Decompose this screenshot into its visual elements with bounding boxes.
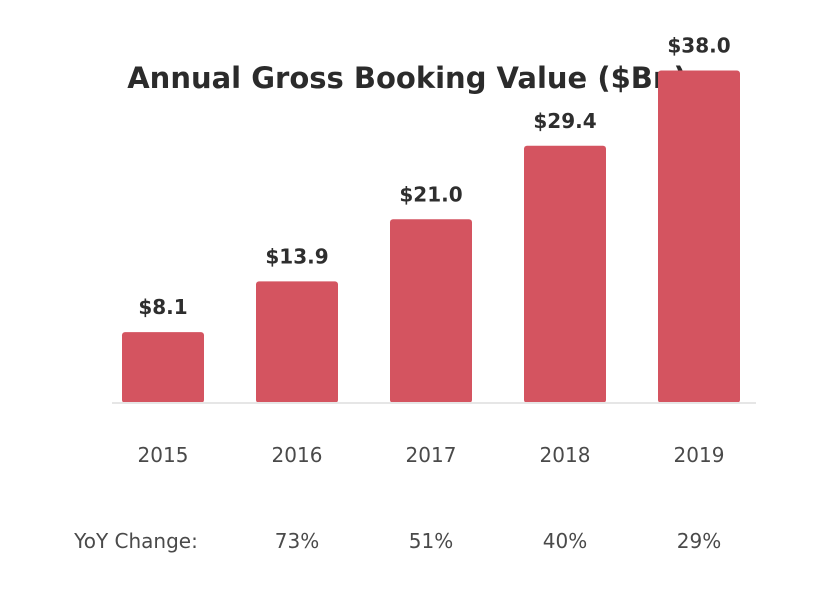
yoy-change-label: YoY Change: [73, 529, 198, 553]
data-label-2017: $21.0 [399, 182, 462, 206]
data-label-2016: $13.9 [265, 244, 328, 268]
chart-title: Annual Gross Booking Value ($Bn) [127, 61, 687, 95]
bars-layer [122, 70, 740, 403]
x-tick-label-2016: 2016 [272, 443, 323, 467]
data-label-2015: $8.1 [138, 295, 187, 319]
bar-2015 [122, 332, 204, 403]
yoy-values-layer: 73% 51% 40% 29% [275, 529, 721, 553]
x-tick-labels-layer: 2015 2016 2017 2018 2019 [138, 443, 725, 467]
bar-2018 [524, 145, 606, 403]
data-label-2019: $38.0 [667, 34, 730, 58]
bar-2016 [256, 281, 338, 403]
yoy-value-2016: 73% [275, 529, 319, 553]
data-labels-layer: $8.1 $13.9 $21.0 $29.4 $38.0 [138, 34, 730, 320]
bar-2017 [390, 219, 472, 403]
data-label-2018: $29.4 [533, 109, 596, 133]
x-tick-label-2017: 2017 [406, 443, 457, 467]
x-tick-label-2019: 2019 [674, 443, 725, 467]
x-tick-label-2015: 2015 [138, 443, 189, 467]
bar-2019 [658, 70, 740, 403]
x-tick-label-2018: 2018 [540, 443, 591, 467]
yoy-value-2017: 51% [409, 529, 453, 553]
yoy-value-2019: 29% [677, 529, 721, 553]
yoy-value-2018: 40% [543, 529, 587, 553]
